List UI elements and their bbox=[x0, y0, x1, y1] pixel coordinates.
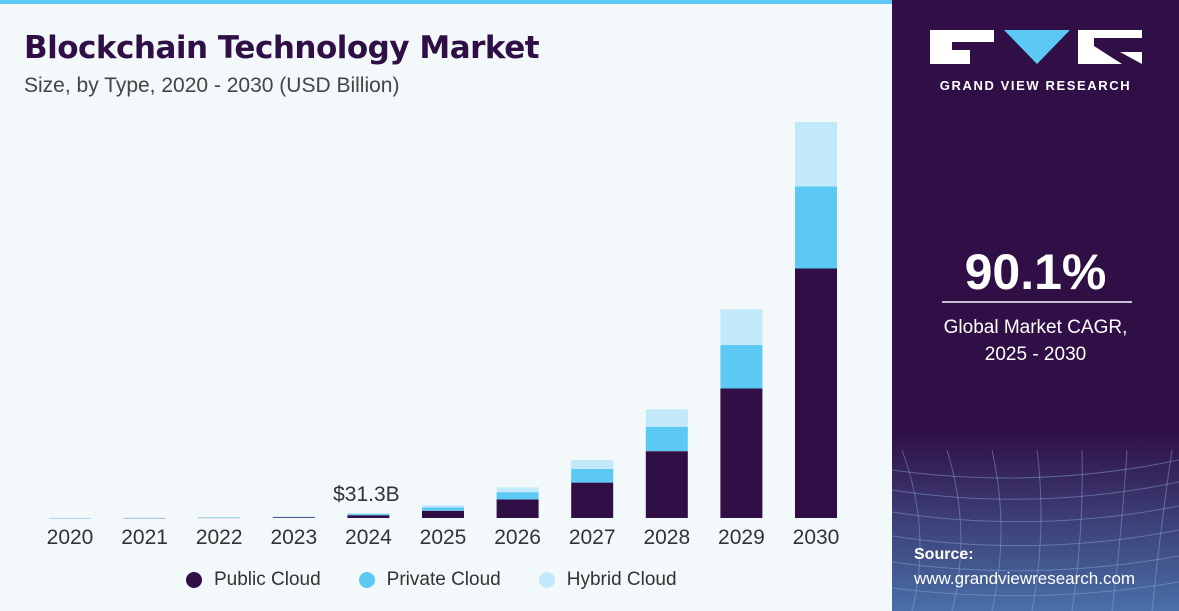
x-tick-label-2029: 2029 bbox=[718, 526, 765, 549]
chart-legend: Public Cloud Private Cloud Hybrid Cloud bbox=[186, 569, 715, 591]
x-tick-label-2024: 2024 bbox=[345, 526, 392, 549]
x-tick-label-2022: 2022 bbox=[196, 526, 243, 549]
decorative-grid-pattern bbox=[892, 430, 1179, 611]
x-tick-label-2028: 2028 bbox=[643, 526, 690, 549]
legend-label-public-cloud: Public Cloud bbox=[214, 569, 321, 590]
x-tick-label-2030: 2030 bbox=[793, 526, 840, 549]
legend-label-private-cloud: Private Cloud bbox=[386, 569, 501, 590]
x-tick-label-2025: 2025 bbox=[420, 526, 467, 549]
legend-item-public-cloud: Public Cloud bbox=[186, 569, 321, 591]
brand-name: GRAND VIEW RESEARCH bbox=[939, 78, 1132, 93]
info-sidebar: GRAND VIEW RESEARCH 90.1% Global Market … bbox=[892, 0, 1179, 611]
bar-hybrid-cloud-2022 bbox=[198, 517, 241, 518]
legend-swatch-private-cloud bbox=[358, 572, 375, 588]
bar-hybrid-cloud-2020 bbox=[49, 517, 91, 519]
gvr-logo bbox=[930, 30, 1142, 64]
source-url[interactable]: www.grandviewresearch.com bbox=[914, 569, 1136, 588]
bar-hybrid-cloud-2029 bbox=[720, 309, 763, 345]
legend-label-hybrid-cloud: Hybrid Cloud bbox=[566, 569, 677, 590]
bar-public-cloud-2023 bbox=[272, 517, 315, 518]
cagr-label-line1: Global Market CAGR, bbox=[943, 317, 1128, 338]
bar-private-cloud-2025 bbox=[422, 507, 464, 511]
legend-swatch-public-cloud bbox=[186, 572, 202, 588]
bar-private-cloud-2027 bbox=[571, 468, 614, 483]
bar-hybrid-cloud-2027 bbox=[571, 460, 614, 469]
cagr-label-line2: 2025 - 2030 bbox=[984, 344, 1087, 365]
cagr-label: Global Market CAGR, 2025 - 2030 bbox=[892, 314, 1179, 368]
bar-hybrid-cloud-2025 bbox=[422, 505, 464, 508]
x-tick-label-2026: 2026 bbox=[494, 526, 541, 549]
bar-private-cloud-2028 bbox=[645, 427, 688, 452]
bar-public-cloud-2029 bbox=[720, 388, 763, 518]
bar-private-cloud-2026 bbox=[496, 492, 539, 500]
bar-hybrid-cloud-2026 bbox=[496, 487, 539, 493]
cagr-value: 90.1% bbox=[964, 244, 1107, 300]
bar-hybrid-cloud-2024 bbox=[347, 513, 390, 515]
bar-public-cloud-2030 bbox=[795, 268, 837, 518]
chart-subtitle: Size, by Type, 2020 - 2030 (USD Billion) bbox=[24, 74, 400, 97]
chart-panel: Blockchain Technology Market Size, by Ty… bbox=[0, 0, 892, 611]
bar-public-cloud-2027 bbox=[571, 482, 614, 518]
bar-public-cloud-2028 bbox=[645, 451, 688, 518]
x-tick-label-2020: 2020 bbox=[47, 526, 94, 549]
bar-public-cloud-2024 bbox=[347, 515, 390, 518]
bar-chart: 2020 2021 2022 2023 2024 $31.3B 2025 2026 2027 20… bbox=[47, 122, 840, 549]
cagr-divider bbox=[942, 301, 1132, 303]
legend-swatch-hybrid-cloud bbox=[538, 572, 555, 588]
bar-hybrid-cloud-2028 bbox=[645, 409, 688, 427]
bar-public-cloud-2025 bbox=[422, 510, 464, 518]
bar-private-cloud-2024 bbox=[347, 514, 390, 516]
x-tick-label-2023: 2023 bbox=[270, 526, 317, 549]
x-tick-label-2021: 2021 bbox=[121, 526, 168, 549]
legend-item-hybrid-cloud: Hybrid Cloud bbox=[538, 569, 677, 591]
bar-private-cloud-2029 bbox=[720, 345, 763, 389]
legend-item-private-cloud: Private Cloud bbox=[358, 569, 501, 591]
bar-hybrid-cloud-2030 bbox=[795, 122, 837, 187]
data-label-2024: $31.3B bbox=[333, 483, 400, 506]
bar-private-cloud-2030 bbox=[795, 186, 837, 269]
bar-public-cloud-2026 bbox=[496, 499, 539, 518]
chart-title: Blockchain Technology Market bbox=[24, 30, 540, 66]
x-tick-label-2027: 2027 bbox=[569, 526, 616, 549]
bar-hybrid-cloud-2021 bbox=[123, 517, 166, 518]
source-label: Source: bbox=[914, 546, 974, 563]
bar-hybrid-cloud-2023 bbox=[272, 516, 315, 518]
